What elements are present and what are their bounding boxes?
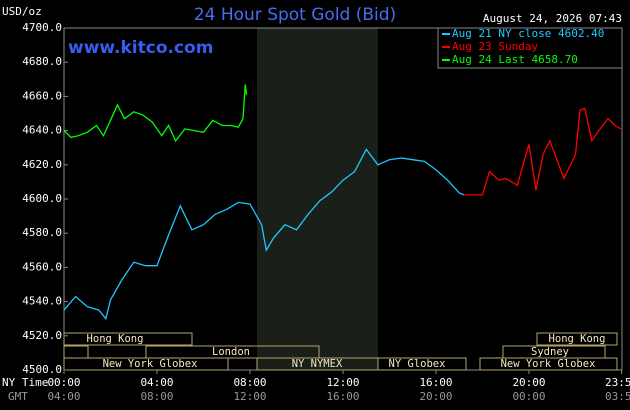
price-line [463,107,622,196]
session-box [377,357,467,371]
legend-label: Aug 23 Sunday [452,40,538,53]
x-tick-label: 04:00 [140,376,173,389]
x-row-label: GMT [8,390,28,403]
gmt-tick-label: 20:00 [419,390,452,403]
session-bars: Hong Kong London New York Globex NY NYME… [63,332,618,371]
session-label: London [212,346,250,358]
y-tick-label: 4700.0 [22,21,62,34]
gmt-tick-label: 00:00 [512,390,545,403]
legend-label: Aug 24 Last 4658.70 [452,53,578,66]
market-hours-shade [257,28,378,370]
y-tick-label: 4620.0 [22,158,62,171]
watermark: www.kitco.com [68,38,213,58]
x-tick-label: 16:00 [419,376,452,389]
session-label: NY Globex [389,358,446,370]
session-box [479,357,618,371]
x-tick-label: 00:00 [47,376,80,389]
x-tick-label: 20:00 [512,376,545,389]
y-tick-label: 4580.0 [22,226,62,239]
y-tick-label: 4520.0 [22,329,62,342]
x-row-label: NY Time [2,376,48,389]
session-label: Sydney [531,346,569,358]
y-axis-label: USD/oz [2,5,42,18]
session-box [63,357,229,371]
y-tick-label: 4540.0 [22,295,62,308]
x-tick-label: 12:00 [326,376,359,389]
chart-title: 24 Hour Spot Gold (Bid) [194,5,396,25]
gmt-tick-label: 04:00 [47,390,80,403]
session-label: NY NYMEX [292,358,343,370]
legend [437,27,623,69]
y-tick-label: 4600.0 [22,192,62,205]
x-tick-label: 23:59 [605,376,630,389]
price-line [63,148,465,321]
session-label: New York Globex [103,358,198,370]
session-label: New York Globex [501,358,596,370]
gmt-tick-label: 08:00 [140,390,173,403]
y-tick-label: 4680.0 [22,55,62,68]
y-tick-label: 4560.0 [22,260,62,273]
gmt-tick-label: 16:00 [326,390,359,403]
session-label: Hong Kong [87,333,144,345]
y-tick-label: 4500.0 [22,363,62,376]
timestamp: August 24, 2026 07:43 [483,12,622,25]
x-tick-label: 08:00 [233,376,266,389]
session-label: Hong Kong [549,333,606,345]
session-box [145,345,320,359]
gmt-tick-label: 03:59 [605,390,630,403]
session-box [536,332,618,346]
price-line [63,84,248,143]
y-tick-label: 4640.0 [22,124,62,137]
legend-label: Aug 21 NY close 4602.40 [452,27,604,40]
y-tick-label: 4660.0 [22,89,62,102]
gmt-tick-label: 12:00 [233,390,266,403]
session-box [63,332,193,346]
